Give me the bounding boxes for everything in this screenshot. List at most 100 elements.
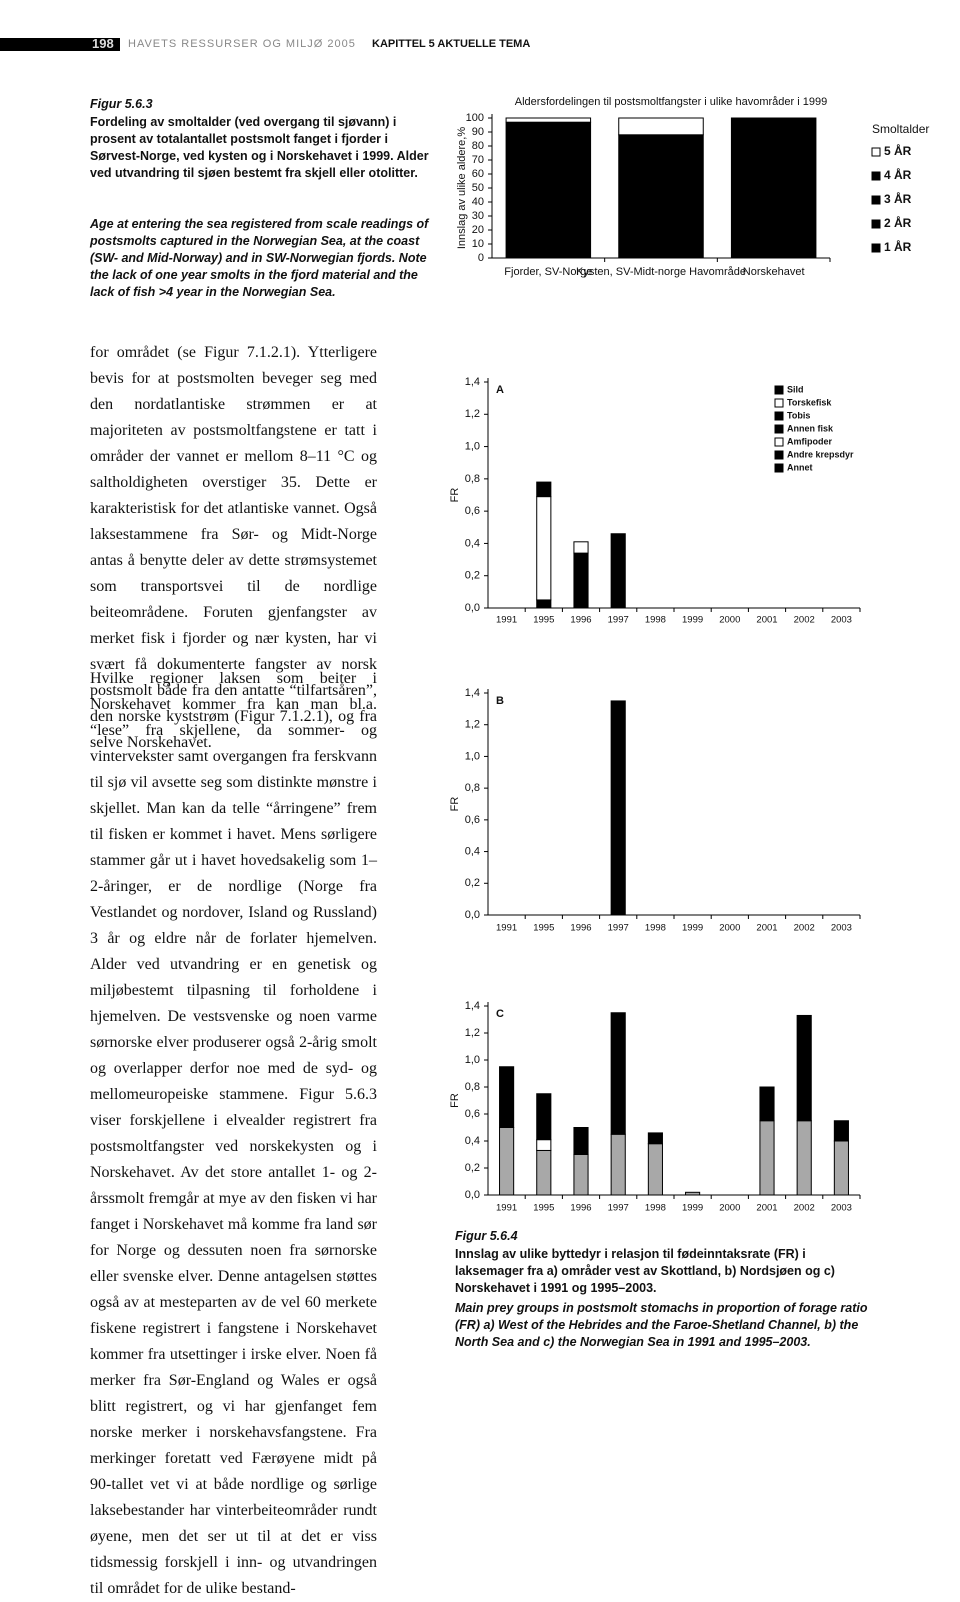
- legend-swatch: [774, 450, 784, 460]
- caption-no: Fordeling av smoltalder (ved overgang ti…: [90, 115, 429, 180]
- x-tick-label: 1991: [496, 615, 517, 626]
- figure-label: Figur 5.6.3: [90, 97, 153, 111]
- x-tick-label: 2000: [719, 615, 740, 626]
- x-tick-label: 2001: [756, 615, 777, 626]
- y-tick-label: 0,6: [465, 814, 480, 826]
- x-tick-label: 1999: [682, 1203, 703, 1214]
- x-tick-label: 1991: [496, 923, 517, 934]
- x-tick-label: 1999: [682, 615, 703, 626]
- y-axis-label: FR: [449, 797, 461, 812]
- y-axis-label: FR: [449, 1093, 461, 1108]
- bar-segment: [796, 1120, 812, 1196]
- y-tick-label: 1,0: [465, 750, 480, 762]
- legend-label: Annen fisk: [787, 423, 834, 433]
- x-tick-label: Kysten, SV-Midt-norge Havområde: [576, 266, 746, 278]
- legend-swatch: [774, 385, 784, 395]
- bar-segment: [759, 1086, 775, 1122]
- chapter-title: KAPITTEL 5 AKTUELLE TEMA: [372, 38, 531, 50]
- caption-en: Main prey groups in postsmolt stomachs i…: [455, 1301, 868, 1349]
- bar-segment: [573, 1127, 589, 1155]
- legend-label: Tobis: [787, 410, 810, 420]
- y-tick-label: 1,2: [465, 408, 480, 420]
- x-tick-label: 2002: [794, 615, 815, 626]
- x-tick-label: 1996: [570, 1203, 591, 1214]
- bar-segment: [499, 1127, 515, 1196]
- y-tick-label: 0,4: [465, 845, 480, 857]
- bar-segment: [505, 117, 592, 123]
- y-tick-label: 90: [472, 126, 484, 138]
- bar-segment: [610, 533, 626, 609]
- y-tick-label: 30: [472, 210, 484, 222]
- bar-segment: [618, 117, 704, 136]
- y-tick-label: 50: [472, 182, 484, 194]
- x-tick-label: 2002: [794, 923, 815, 934]
- y-tick-label: 0,2: [465, 570, 480, 582]
- page: 198 HAVETS RESSURSER OG MILJØ 2005 KAPIT…: [0, 36, 930, 1597]
- x-tick-label: 1998: [645, 923, 666, 934]
- bar-segment: [610, 1133, 626, 1196]
- x-tick-label: 1996: [570, 923, 591, 934]
- legend-label: 1 ÅR: [884, 239, 912, 254]
- charts: 0 10 20 30 40 50 60 70 80 90 100 Aldersfordelingen …: [449, 96, 929, 1214]
- bar-segment: [685, 1191, 701, 1196]
- page-number: 198: [92, 36, 114, 51]
- y-tick-label: 10: [472, 238, 484, 250]
- x-tick-label: 1995: [533, 615, 554, 626]
- legend-swatch: [871, 219, 881, 229]
- x-tick-label: 1995: [533, 923, 554, 934]
- legend-label: 5 ÅR: [884, 143, 912, 158]
- legend-label: Amfipoder: [787, 436, 832, 446]
- legend-title: Smoltalder: [872, 122, 929, 136]
- bar-segment: [730, 117, 817, 259]
- panel-label: C: [496, 1008, 504, 1020]
- y-tick-label: 70: [472, 154, 484, 166]
- bar-segment: [647, 1143, 663, 1196]
- y-tick-label: 0,8: [465, 782, 480, 794]
- x-tick-label: 2001: [756, 923, 777, 934]
- y-tick-label: 100: [466, 112, 484, 124]
- figure-label: Figur 5.6.4: [455, 1229, 518, 1243]
- x-tick-label: 1998: [645, 615, 666, 626]
- legend-label: Torskefisk: [787, 397, 832, 407]
- bar-segment: [833, 1120, 849, 1142]
- y-tick-label: 20: [472, 224, 484, 236]
- legend-swatch: [871, 243, 881, 253]
- bar-segment: [573, 1154, 589, 1196]
- y-tick-label: 0,0: [465, 602, 480, 614]
- running-title: HAVETS RESSURSER OG MILJØ 2005: [128, 38, 356, 50]
- x-tick-label: Norskehavet: [743, 266, 805, 278]
- y-tick-label: 0,0: [465, 1189, 480, 1201]
- legend-swatch: [774, 437, 784, 447]
- bar-segment: [610, 1012, 626, 1135]
- y-tick-label: 0,0: [465, 909, 480, 921]
- caption-no: Innslag av ulike byttedyr i relasjon til…: [455, 1247, 835, 1295]
- legend-label: 3 ÅR: [884, 191, 912, 206]
- bar-segment: [647, 1132, 663, 1145]
- y-tick-label: 0,6: [465, 505, 480, 517]
- legend-swatch: [774, 424, 784, 434]
- y-tick-label: 0,2: [465, 1162, 480, 1174]
- bar-segment: [536, 1093, 552, 1141]
- bar-segment: [796, 1014, 812, 1122]
- legend-label: Andre krepsdyr: [787, 449, 854, 459]
- bar-segment: [499, 1066, 515, 1128]
- y-axis-label: FR: [449, 488, 461, 503]
- y-tick-label: 1,4: [465, 687, 480, 699]
- x-tick-label: 1997: [608, 615, 629, 626]
- bar-segment: [536, 1149, 552, 1196]
- x-tick-label: 1996: [570, 615, 591, 626]
- y-tick-label: 0,6: [465, 1108, 480, 1120]
- x-tick-label: 2000: [719, 923, 740, 934]
- panel-label: A: [496, 384, 504, 396]
- bar-segment: [536, 481, 552, 498]
- x-tick-label: 1997: [608, 923, 629, 934]
- legend-label: Sild: [787, 384, 804, 394]
- x-tick-label: 2000: [719, 1203, 740, 1214]
- legend-label: 2 ÅR: [884, 215, 912, 230]
- y-tick-label: 0,8: [465, 473, 480, 485]
- x-tick-label: 1997: [608, 1203, 629, 1214]
- bar-segment: [759, 1120, 775, 1196]
- legend-swatch: [774, 463, 784, 473]
- caption-en: Age at entering the sea registered from …: [90, 217, 429, 299]
- x-tick-label: 1995: [533, 1203, 554, 1214]
